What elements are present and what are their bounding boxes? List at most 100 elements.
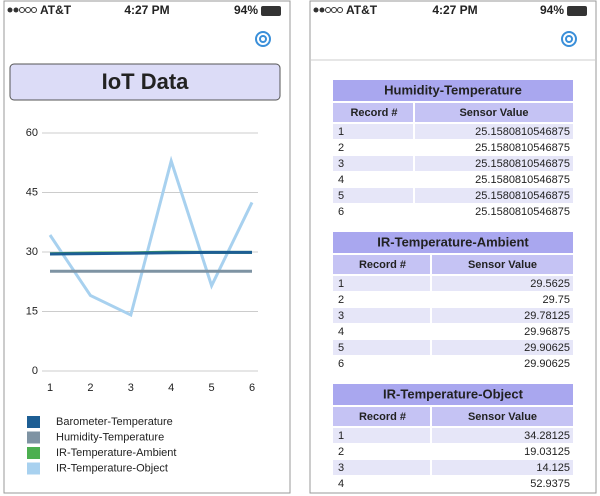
battery-icon (261, 6, 281, 16)
x-tick-label: 6 (249, 382, 255, 394)
sensor-value: 25.1580810546875 (475, 190, 570, 202)
sensor-value: 29.96875 (524, 326, 570, 338)
record-number: 3 (338, 310, 344, 322)
row-bg (333, 204, 413, 219)
row-bg (333, 476, 430, 491)
row-bg (432, 340, 573, 355)
row-bg (333, 292, 430, 307)
y-tick-label: 45 (26, 186, 38, 198)
record-number: 4 (338, 478, 344, 490)
row-bg (415, 188, 573, 203)
legend-label: Barometer-Temperature (56, 416, 173, 428)
table-title: IR-Temperature-Ambient (377, 234, 529, 249)
record-number: 4 (338, 174, 344, 186)
column-header: Sensor Value (468, 411, 537, 423)
row-bg (432, 276, 573, 291)
sensor-value: 25.1580810546875 (475, 206, 570, 218)
record-number: 5 (338, 190, 344, 202)
row-bg (333, 428, 430, 443)
record-number: 1 (338, 430, 344, 442)
row-bg (432, 460, 573, 475)
settings-icon[interactable] (255, 31, 271, 47)
time: 4:27 PM (432, 3, 477, 17)
legend-swatch (27, 447, 40, 459)
legend-swatch (27, 462, 40, 475)
row-bg (333, 276, 430, 291)
sensor-value: 19.03125 (524, 446, 570, 458)
column-header: Sensor Value (468, 259, 537, 271)
row-bg (415, 204, 573, 219)
row-bg (432, 356, 573, 371)
sensor-value: 25.1580810546875 (475, 174, 570, 186)
table-title: Humidity-Temperature (384, 82, 522, 97)
row-bg (333, 460, 430, 475)
sensor-value: 29.90625 (524, 342, 570, 354)
title-box (9, 63, 281, 101)
x-tick-label: 1 (47, 382, 53, 394)
x-tick-label: 2 (87, 382, 93, 394)
record-number: 5 (338, 342, 344, 354)
row-bg (432, 324, 573, 339)
signal-dots (7, 7, 343, 13)
column-header-bg (415, 103, 573, 122)
settings-icon[interactable] (561, 31, 577, 47)
record-number: 2 (338, 446, 344, 458)
row-bg (333, 356, 430, 371)
record-number: 6 (338, 358, 344, 370)
time: 4:27 PM (124, 3, 169, 17)
row-bg (432, 444, 573, 459)
sensor-value: 14.125 (536, 462, 570, 474)
table-title: IR-Temperature-Object (383, 386, 524, 401)
column-header-bg (333, 103, 413, 122)
row-bg (333, 340, 430, 355)
row-bg (333, 324, 430, 339)
battery: 94% (234, 3, 258, 17)
sensor-value: 29.75 (542, 294, 570, 306)
battery: 94% (540, 3, 564, 17)
row-bg (415, 124, 573, 139)
row-bg (415, 156, 573, 171)
row-bg (333, 308, 430, 323)
row-bg (432, 476, 573, 491)
carrier: AT&T (40, 3, 72, 17)
page-title: IoT Data (102, 69, 190, 94)
legend-swatch (27, 431, 40, 444)
table-title-bg (333, 80, 573, 101)
sensor-value: 29.5625 (530, 278, 570, 290)
legend-label: Humidity-Temperature (56, 431, 164, 443)
row-bg (333, 188, 413, 203)
row-bg (333, 140, 413, 155)
y-tick-label: 30 (26, 246, 38, 258)
column-header-bg (333, 255, 430, 274)
sensor-value: 34.28125 (524, 430, 570, 442)
row-bg (333, 124, 413, 139)
column-header-bg (333, 407, 430, 426)
y-tick-label: 0 (32, 365, 38, 377)
record-number: 1 (338, 126, 344, 138)
row-bg (432, 308, 573, 323)
sensor-value: 29.90625 (524, 358, 570, 370)
sensor-value: 52.9375 (530, 478, 570, 490)
column-header-bg (432, 407, 573, 426)
row-bg (333, 172, 413, 187)
legend-swatch (27, 416, 40, 428)
row-bg (415, 140, 573, 155)
y-tick-label: 60 (26, 127, 38, 139)
column-header: Record # (350, 107, 397, 119)
record-number: 3 (338, 158, 344, 170)
record-number: 3 (338, 462, 344, 474)
battery-icon (567, 6, 587, 16)
sensor-value: 25.1580810546875 (475, 142, 570, 154)
row-bg (432, 292, 573, 307)
carrier: AT&T (346, 3, 378, 17)
column-header: Sensor Value (459, 107, 528, 119)
record-number: 6 (338, 206, 344, 218)
record-number: 2 (338, 142, 344, 154)
x-tick-label: 5 (209, 382, 215, 394)
legend-label: IR-Temperature-Ambient (56, 447, 176, 459)
row-bg (415, 172, 573, 187)
sensor-value: 25.1580810546875 (475, 158, 570, 170)
legend-label: IR-Temperature-Object (56, 462, 168, 474)
record-number: 1 (338, 278, 344, 290)
